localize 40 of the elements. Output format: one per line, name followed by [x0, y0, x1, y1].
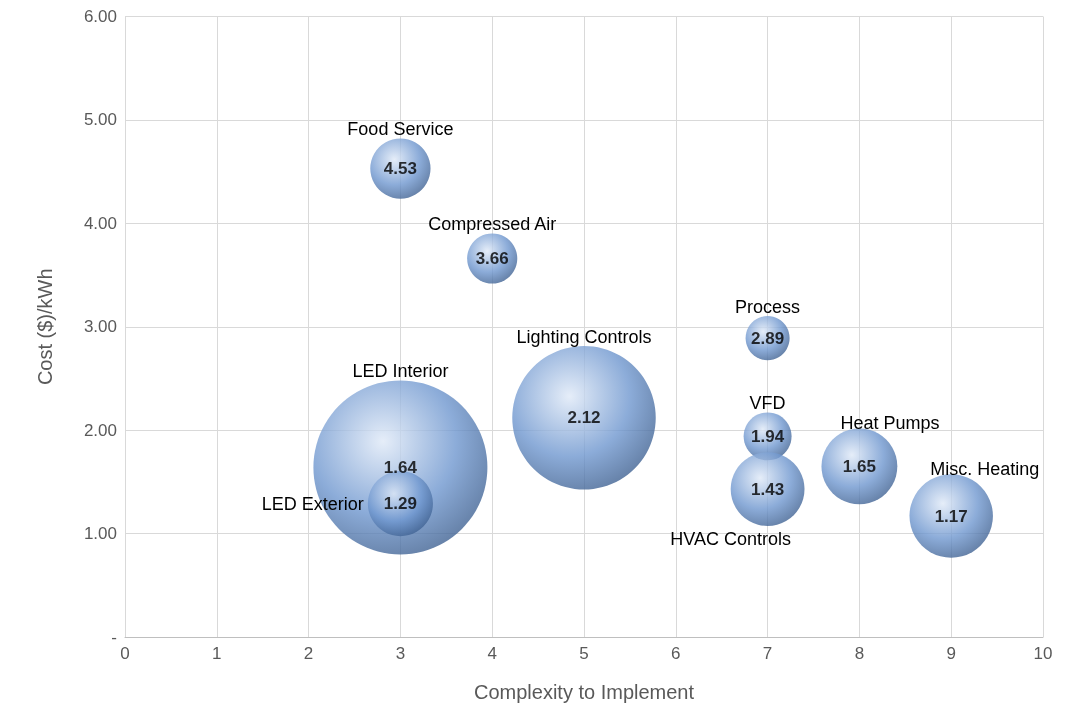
y-tick-label: 6.00 [83, 7, 117, 26]
x-tick-label: 3 [395, 644, 406, 663]
x-tick-label: 9 [946, 644, 956, 663]
data-label: 1.94 [751, 426, 785, 446]
y-axis-title: Cost ($)/kWh [34, 268, 56, 386]
series-label: LED Interior [352, 361, 449, 382]
x-tick-label: 1 [212, 644, 222, 663]
y-tick-label: 3.00 [83, 317, 117, 337]
data-label: 4.53 [383, 159, 417, 179]
x-tick-label: 4 [487, 644, 497, 663]
data-label: 1.65 [842, 456, 876, 476]
y-tick-label: - [111, 627, 117, 647]
data-label: 1.64 [383, 457, 418, 477]
y-tick-label: 4.00 [83, 213, 117, 233]
series-label: VFD [749, 393, 786, 414]
x-tick-label: 0 [120, 644, 130, 663]
series-label: Compressed Air [428, 214, 557, 235]
x-tick-label: 6 [671, 644, 681, 663]
y-tick-label: 2.00 [83, 420, 117, 440]
x-tick-label: 10 [1033, 644, 1053, 663]
series-label: Process [735, 297, 801, 318]
y-tick-label: 5.00 [83, 110, 117, 130]
data-label: 3.66 [475, 248, 509, 268]
data-label: 2.89 [751, 328, 785, 348]
x-tick-label: 2 [303, 644, 314, 663]
y-tick-label: 1.00 [83, 524, 117, 544]
series-label: Lighting Controls [516, 327, 652, 348]
x-tick-label: 8 [854, 644, 865, 663]
x-tick-label: 7 [762, 644, 773, 663]
data-label: 1.17 [934, 506, 968, 526]
series-label: Food Service [347, 119, 454, 140]
series-label: Heat Pumps [840, 413, 940, 434]
series-label: LED Exterior [261, 493, 364, 514]
x-axis-title: Complexity to Implement [473, 681, 695, 703]
x-tick-label: 5 [579, 644, 589, 663]
data-label: 1.29 [383, 494, 417, 514]
series-label: HVAC Controls [670, 529, 792, 550]
data-label: 2.12 [567, 408, 601, 428]
series-label: Misc. Heating [930, 459, 1040, 480]
data-label: 1.43 [751, 479, 785, 499]
